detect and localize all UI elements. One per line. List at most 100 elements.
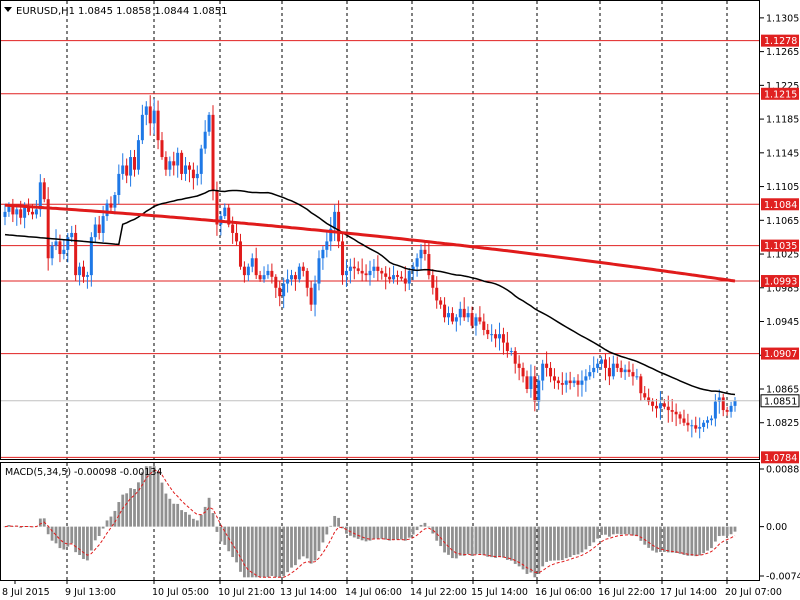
candle-body (596, 363, 600, 368)
candle-body (603, 359, 607, 368)
macd-bar (733, 526, 737, 532)
macd-bar (427, 526, 431, 528)
macd-bar (199, 514, 203, 527)
candle-body (576, 380, 580, 385)
candle-body (113, 194, 117, 208)
candle-body (372, 266, 376, 271)
candle-body (631, 372, 635, 377)
candle-body (721, 397, 725, 411)
candle-body (348, 266, 352, 271)
candle-body (655, 405, 659, 409)
macd-bar (572, 526, 576, 556)
dropdown-triangle-icon[interactable] (4, 7, 12, 12)
macd-bar (50, 526, 54, 541)
candle-body (446, 313, 450, 318)
candle-body (89, 237, 93, 276)
macd-bar (305, 526, 309, 559)
level-tag-text: 1.0784 (764, 453, 797, 464)
candle-body (513, 351, 517, 364)
macd-bar (211, 513, 215, 527)
candle-body (78, 266, 82, 276)
candle-body (462, 308, 466, 318)
macd-bar (674, 526, 678, 553)
candle-body (301, 266, 305, 271)
candle-body (635, 376, 639, 378)
macd-bar (729, 526, 733, 535)
current-price-tag: 1.0851 (760, 394, 800, 408)
candle-body (297, 266, 301, 280)
candle-body (93, 224, 97, 238)
candle-body (199, 148, 203, 174)
macd-bar (262, 526, 266, 578)
candle-body (321, 249, 325, 259)
macd-bar (553, 526, 556, 561)
macd-bar (635, 526, 639, 537)
candle-body (356, 268, 360, 271)
candle-body (360, 270, 364, 274)
price-axis-label: 1.1065 (766, 216, 799, 227)
price-pane[interactable] (0, 1, 760, 459)
macd-bar (368, 526, 372, 541)
macd-bar (474, 526, 478, 555)
current-price-tag-background (760, 394, 800, 408)
candle-body (564, 380, 568, 385)
macd-bar (639, 526, 643, 541)
candle-body (509, 351, 513, 353)
macd-bar (517, 526, 521, 567)
macd-bar (376, 526, 380, 539)
macd-bar (207, 497, 211, 527)
macd-bar (23, 526, 27, 527)
macd-bar (231, 526, 235, 558)
macd-bar (643, 526, 647, 545)
candle-body (344, 270, 348, 276)
candle-body (352, 266, 356, 269)
candle-body (580, 380, 584, 385)
candle-body (439, 300, 443, 305)
macd-bar (290, 526, 293, 568)
macd-bar (246, 526, 250, 578)
current-price-tag-text: 1.0851 (764, 396, 797, 407)
macd-pane[interactable] (3, 463, 737, 580)
price-axis-label: 1.1305 (766, 13, 799, 24)
candle-body (223, 207, 227, 217)
candle-body (525, 376, 529, 389)
fast-moving-average-line (4, 203, 736, 283)
candle-body (623, 369, 627, 373)
candle-body (572, 380, 576, 384)
candle-body (180, 152, 184, 174)
macd-bar (556, 526, 560, 561)
candle-body (698, 426, 702, 429)
macd-axis-label: 0.00881 (766, 465, 800, 476)
macd-bar (172, 503, 176, 527)
candle-body (647, 397, 651, 402)
macd-bar (568, 526, 572, 558)
candle-body (262, 275, 266, 280)
time-axis-label: 14 Jul 22:00 (410, 587, 467, 598)
macd-bar (152, 466, 156, 527)
macd-bar (580, 526, 584, 553)
macd-bar (19, 526, 23, 528)
candle-body (227, 207, 231, 225)
candle-body (7, 205, 11, 212)
macd-bar (451, 526, 454, 559)
macd-bar (297, 526, 301, 560)
candle-body (399, 276, 403, 279)
macd-bar (274, 526, 278, 578)
macd-bar (486, 526, 490, 557)
macd-bar (282, 526, 286, 577)
macd-bar (596, 526, 600, 539)
macd-bar (529, 526, 533, 573)
time-axis-label: 17 Jul 14:00 (660, 587, 717, 598)
candle-body (117, 173, 121, 195)
candle-body (62, 249, 66, 255)
candle-body (364, 273, 368, 276)
candle-body (545, 363, 549, 368)
level-tag-background (761, 87, 799, 100)
macd-bar (670, 526, 674, 553)
macd-bar (223, 526, 227, 545)
candle-body (152, 110, 156, 124)
macd-axis-label: 0.00 (766, 522, 787, 533)
candle-body (195, 173, 199, 179)
macd-bar (399, 526, 403, 540)
